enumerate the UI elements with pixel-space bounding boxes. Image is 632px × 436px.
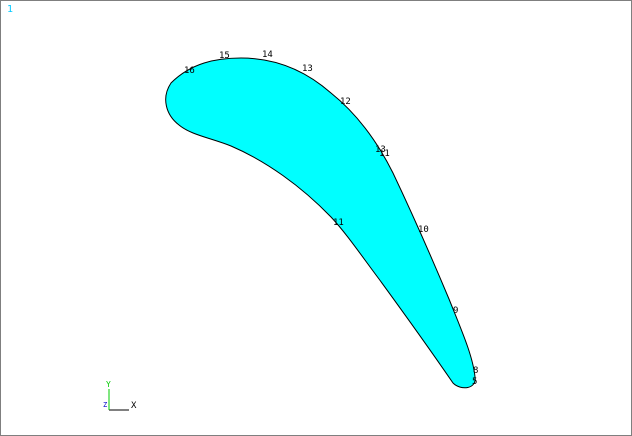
- label-10: 10: [418, 225, 429, 235]
- label-12: 12: [340, 97, 351, 107]
- label-5: 5: [472, 377, 477, 387]
- window-number: 1: [7, 4, 14, 15]
- label-8: 8: [473, 366, 478, 376]
- label-15: 15: [219, 51, 230, 61]
- label-11-center: 11: [333, 218, 344, 228]
- label-13-right: 13: [375, 145, 386, 155]
- label-14: 14: [262, 50, 273, 60]
- label-9: 9: [453, 306, 458, 316]
- coordinate-triad: Y X Z: [103, 380, 137, 411]
- airfoil-area[interactable]: [165, 57, 476, 389]
- triad-z-label: Z: [103, 401, 107, 409]
- label-11-right: 11: [379, 149, 390, 159]
- triad-y-label: Y: [106, 380, 111, 389]
- label-13-top: 13: [302, 64, 313, 74]
- label-16: 16: [184, 66, 195, 76]
- triad-x-label: X: [131, 401, 137, 411]
